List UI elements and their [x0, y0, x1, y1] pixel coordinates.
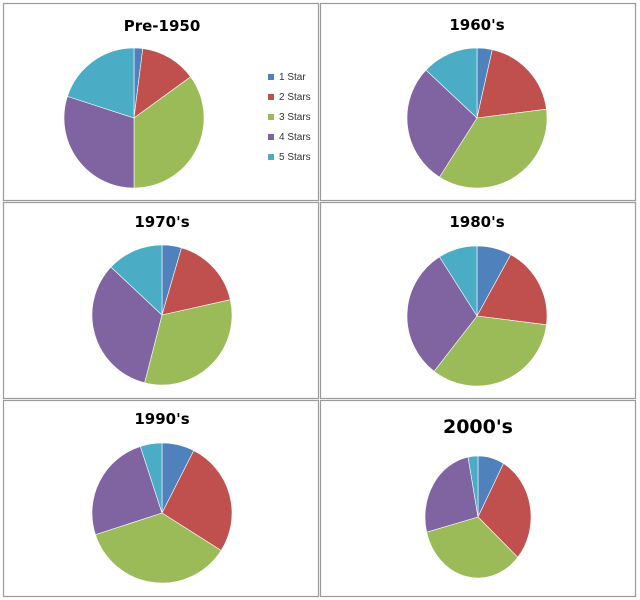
pie-slice-2-star — [477, 463, 532, 558]
pie-slice-5-star — [425, 47, 478, 119]
pie-panel: Pre-1950 — [2, 2, 320, 202]
pie-slice-2-star — [161, 247, 231, 316]
pie-slice-4-star — [406, 256, 478, 372]
pie-slice-4-star — [63, 95, 135, 189]
pie-slice-3-star — [133, 76, 205, 189]
pie-slice-3-star — [426, 516, 519, 579]
pie-slice-4-star — [406, 69, 478, 178]
pie-slice-4-star — [424, 456, 479, 533]
pie-slice-2-star — [161, 450, 233, 551]
chart-title: 1990's — [134, 410, 189, 428]
pie-slice-2-star — [476, 254, 548, 326]
pie-slice-5-star — [110, 244, 163, 316]
pie-slice-5-star — [139, 442, 163, 514]
legend-swatch — [268, 154, 274, 160]
chart-title: 1980's — [449, 213, 504, 231]
pie-slice-2-star — [133, 48, 192, 119]
pie-slice-5-star — [67, 47, 135, 119]
chart-title: 2000's — [443, 416, 513, 438]
legend-swatch — [268, 94, 274, 100]
chart-title: 1970's — [134, 213, 189, 231]
legend-label: 2 Stars — [279, 92, 311, 103]
pie-slice-5-star — [467, 455, 479, 518]
pie-panel: 2000's — [319, 399, 637, 598]
pie-slice-3-star — [433, 315, 547, 387]
pie-slice-4-star — [91, 266, 163, 384]
legend-label: 5 Stars — [279, 152, 311, 163]
pie-panel: 1980's — [319, 201, 637, 400]
pie-slice-3-star — [144, 299, 233, 386]
pie-slice-3-star — [439, 108, 548, 189]
chart-title: Pre-1950 — [124, 17, 201, 35]
legend-label: 3 Stars — [279, 112, 311, 123]
chart-title: 1960's — [449, 16, 504, 34]
legend-label: 4 Stars — [279, 132, 311, 143]
legend-swatch — [268, 74, 274, 80]
legend: 1 Star 2 Stars 3 Stars 4 Stars 5 Stars — [268, 72, 311, 163]
pie-panel: 1960's — [319, 2, 637, 202]
legend-swatch — [268, 114, 274, 120]
pie-panel: 1970's — [2, 201, 320, 400]
pie-slice-3-star — [95, 512, 222, 584]
legend-label: 1 Star — [279, 72, 306, 83]
pie-panel: 1990's — [2, 399, 320, 598]
pie-slice-2-star — [476, 49, 547, 119]
pie-slice-4-star — [91, 446, 163, 536]
pie-slice-5-star — [439, 245, 478, 318]
legend-swatch — [268, 134, 274, 140]
